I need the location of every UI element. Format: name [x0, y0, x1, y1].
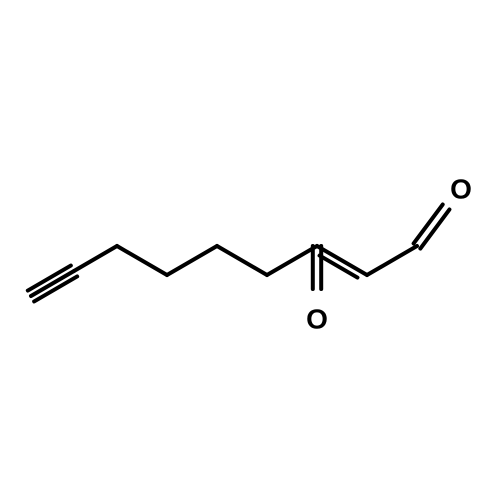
oxygen-label-ketone: O — [306, 304, 328, 335]
oxygen-label-aldehyde: O — [450, 174, 472, 205]
bonds-group — [28, 205, 450, 302]
chemical-structure-diagram: OO — [0, 0, 500, 500]
